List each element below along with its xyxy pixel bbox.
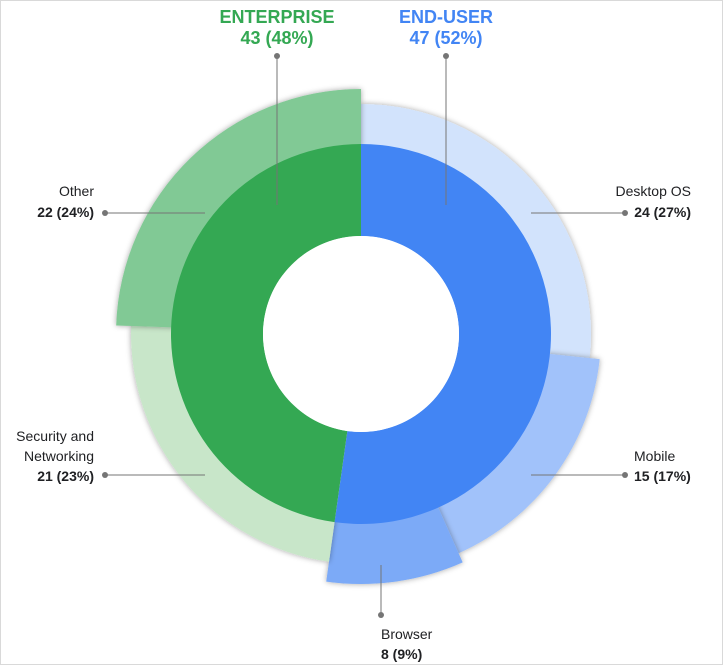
center-hole	[263, 236, 459, 432]
desktop-os-label: Desktop OS	[616, 183, 691, 199]
desktop-os-leader-dot	[622, 210, 628, 216]
enterprise-group-name: ENTERPRISE	[219, 7, 334, 27]
end-user-leader-dot	[443, 53, 449, 59]
mobile-label: Mobile	[634, 448, 675, 464]
desktop-os-value: 24 (27%)	[634, 204, 691, 220]
other-leader-dot	[102, 210, 108, 216]
segment-desktop-os	[361, 104, 591, 359]
security-networking-leader-dot	[102, 472, 108, 478]
leader-lines	[102, 53, 628, 618]
mobile-value: 15 (17%)	[634, 468, 691, 484]
end-user-group-name: END-USER	[399, 7, 493, 27]
mobile-leader-dot	[622, 472, 628, 478]
segment-other	[116, 89, 361, 328]
end-user-group-value: 47 (52%)	[409, 28, 482, 48]
segment-mobile	[436, 353, 600, 554]
security-networking-value: 21 (23%)	[37, 468, 94, 484]
browser-label: Browser	[381, 626, 433, 642]
browser-value: 8 (9%)	[381, 646, 422, 662]
inner-ring	[170, 144, 551, 524]
group-enterprise	[170, 144, 361, 523]
other-value: 22 (24%)	[37, 204, 94, 220]
other-label: Other	[59, 183, 94, 199]
enterprise-leader-dot	[274, 53, 280, 59]
security-networking-label-line2: Networking	[24, 448, 94, 464]
enterprise-group-value: 43 (48%)	[240, 28, 313, 48]
browser-leader-dot	[378, 612, 384, 618]
security-networking-label-line1: Security and	[16, 428, 94, 444]
group-end-user	[334, 144, 551, 524]
